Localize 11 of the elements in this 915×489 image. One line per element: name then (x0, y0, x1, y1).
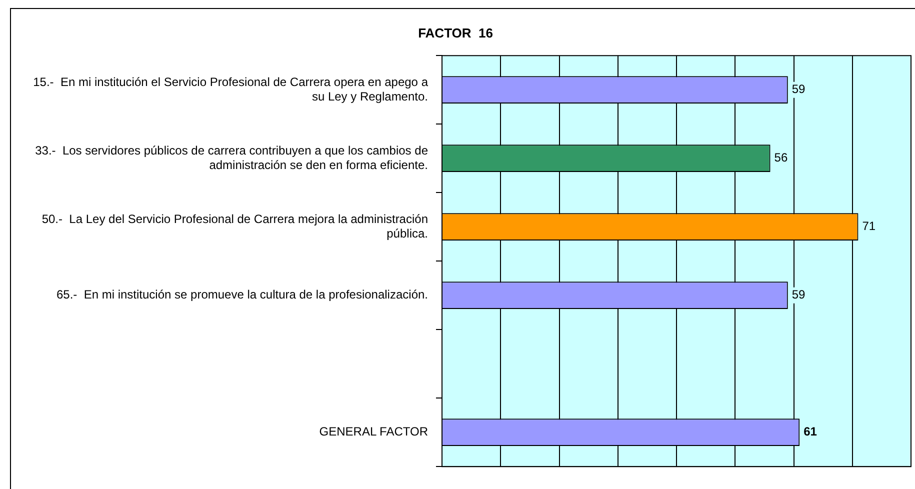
y-tick-label: 33.- Los servidores públicos de carrera contribuyen a que los cambios de administración se den en forma eficiente. (35, 143, 428, 172)
data-label: 59 (792, 288, 806, 302)
data-label: 56 (774, 150, 788, 165)
data-label: 61 (804, 424, 818, 439)
data-label: 59 (792, 82, 806, 96)
data-label: 71 (862, 219, 876, 234)
chart-title: FACTOR 16 (418, 25, 493, 40)
y-tick-label: 15.- En mi institución el Servicio Profesional de Carrera opera en apego a su Ley y Reglamento. (33, 74, 428, 104)
y-tick-label: GENERAL FACTOR (319, 424, 428, 439)
y-tick-label: 65.- En mi institución se promueve la cultura de la profesionalización. (56, 288, 428, 302)
y-tick-label: 50.- La Ley del Servicio Profesional de Carrera mejora la administración pública. (42, 212, 428, 240)
